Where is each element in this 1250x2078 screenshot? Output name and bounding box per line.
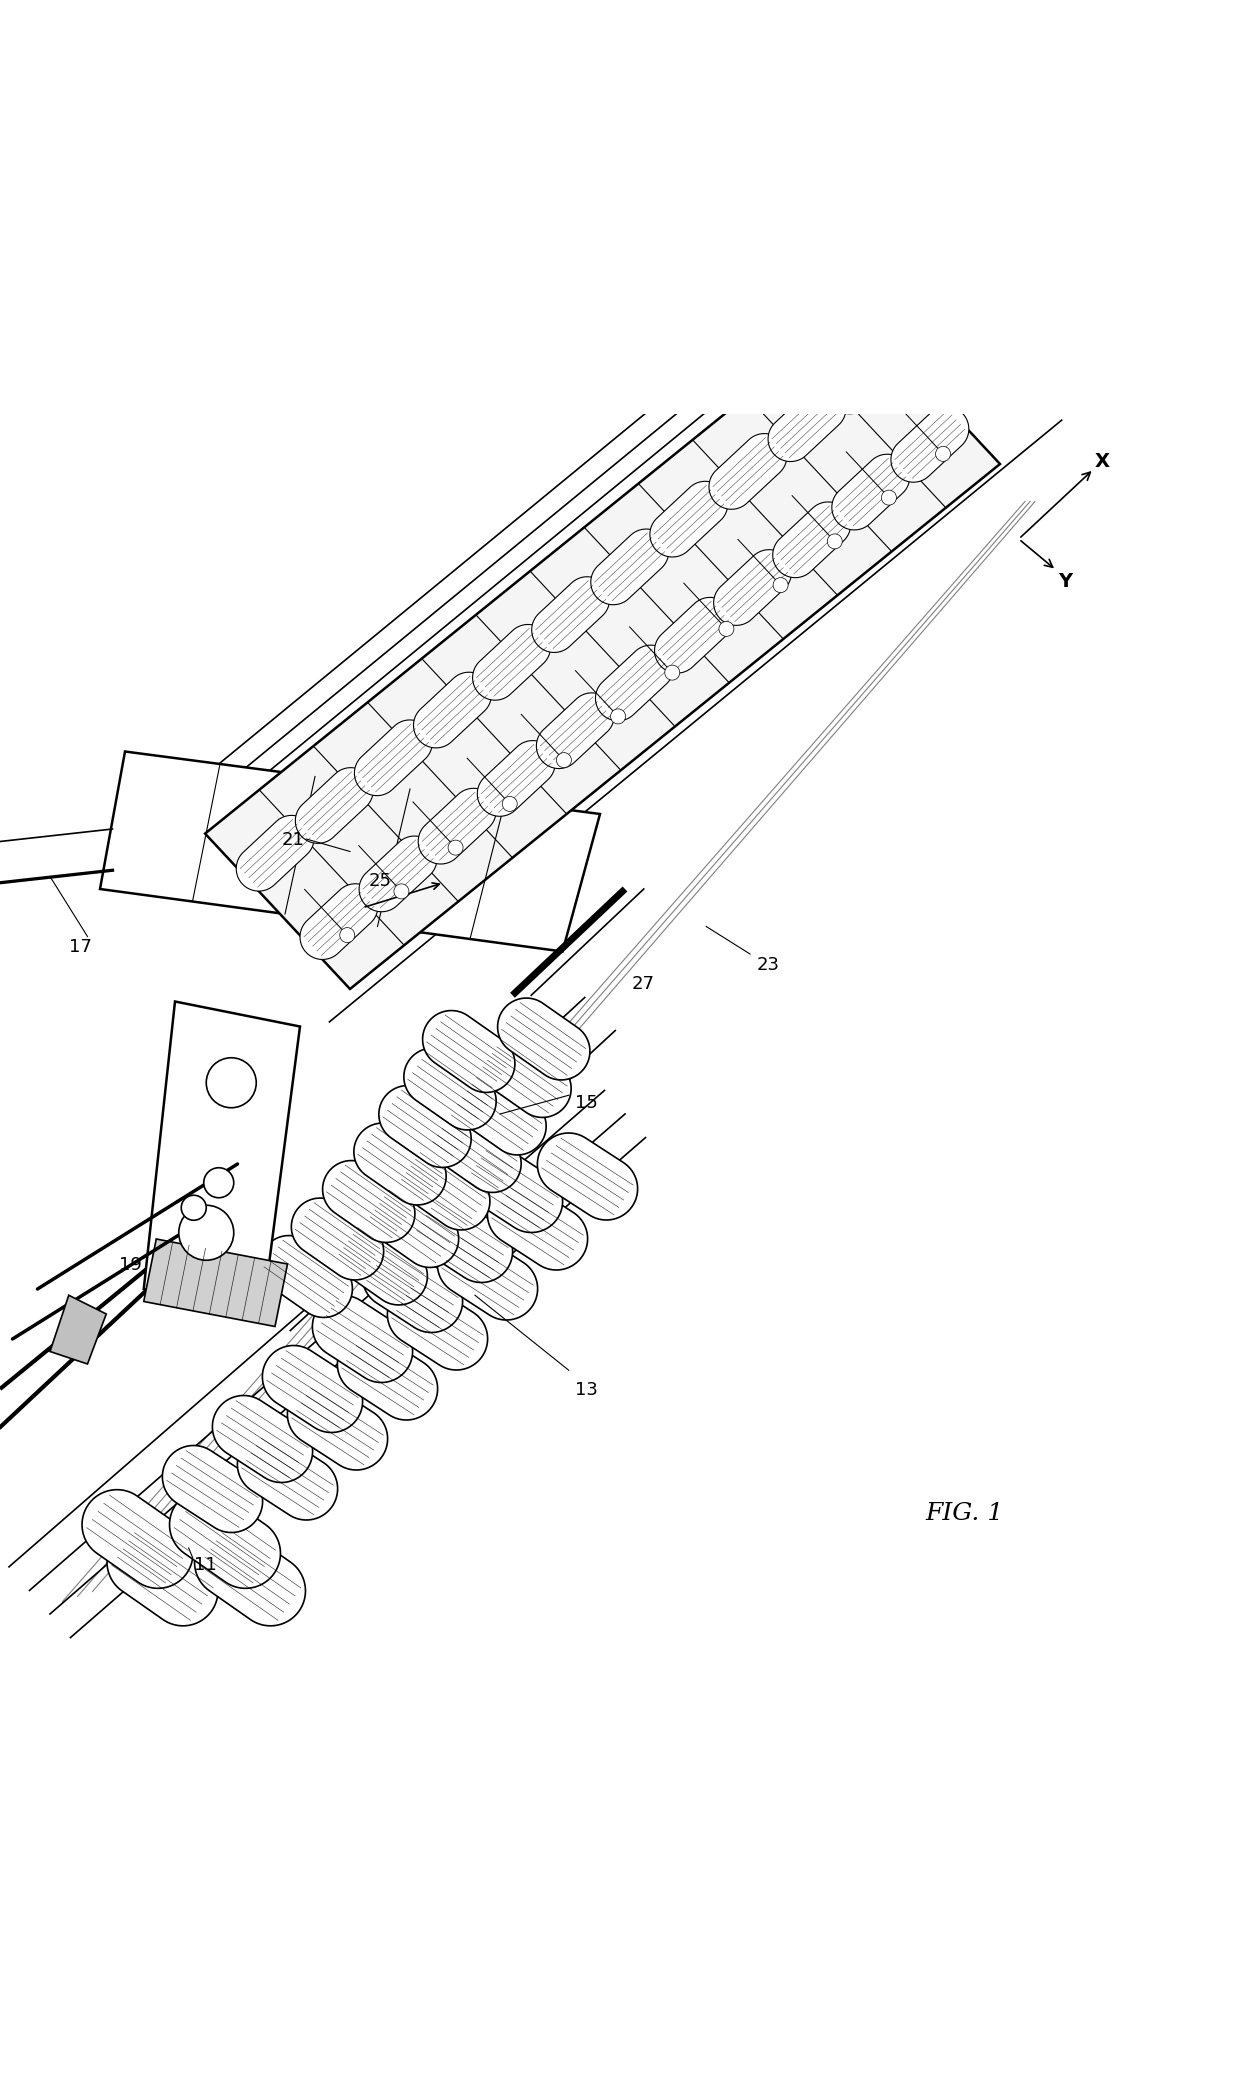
Polygon shape <box>295 767 374 844</box>
Polygon shape <box>236 815 314 891</box>
Polygon shape <box>462 1145 562 1232</box>
Text: 13: 13 <box>575 1382 598 1398</box>
Polygon shape <box>355 719 432 796</box>
Polygon shape <box>429 1110 521 1193</box>
Polygon shape <box>162 1446 262 1531</box>
Text: 11: 11 <box>194 1556 216 1575</box>
Polygon shape <box>338 1332 437 1419</box>
Polygon shape <box>144 1002 300 1313</box>
Circle shape <box>503 796 518 810</box>
Circle shape <box>179 1205 234 1259</box>
Text: 21: 21 <box>281 831 304 850</box>
Polygon shape <box>595 644 674 721</box>
Polygon shape <box>498 997 590 1081</box>
Polygon shape <box>170 1490 280 1588</box>
Text: FIG. 1: FIG. 1 <box>925 1502 1004 1525</box>
Polygon shape <box>262 1344 362 1432</box>
Polygon shape <box>438 1232 538 1320</box>
Circle shape <box>394 883 409 900</box>
Polygon shape <box>260 1236 352 1317</box>
Polygon shape <box>144 1238 288 1326</box>
Polygon shape <box>768 387 846 461</box>
Circle shape <box>935 447 950 461</box>
Polygon shape <box>82 1490 192 1588</box>
Polygon shape <box>472 625 550 700</box>
Polygon shape <box>238 1434 338 1519</box>
Polygon shape <box>107 1527 218 1625</box>
Polygon shape <box>454 1072 546 1155</box>
Polygon shape <box>488 1182 588 1270</box>
Polygon shape <box>359 835 438 912</box>
Text: 17: 17 <box>69 937 91 956</box>
Circle shape <box>881 490 896 505</box>
Polygon shape <box>366 1187 459 1268</box>
Text: 19: 19 <box>119 1257 141 1274</box>
Polygon shape <box>714 551 791 625</box>
Polygon shape <box>591 530 669 605</box>
Text: 23: 23 <box>756 956 779 975</box>
Polygon shape <box>419 788 496 864</box>
Polygon shape <box>412 1195 512 1282</box>
Polygon shape <box>205 310 1000 989</box>
Polygon shape <box>288 1384 388 1469</box>
Polygon shape <box>536 692 614 769</box>
Text: 15: 15 <box>575 1093 598 1112</box>
Circle shape <box>772 578 788 592</box>
Polygon shape <box>479 1035 571 1118</box>
Polygon shape <box>828 339 905 414</box>
Polygon shape <box>478 740 555 817</box>
Text: Y: Y <box>1058 571 1072 590</box>
Circle shape <box>206 1058 256 1108</box>
Polygon shape <box>300 883 378 960</box>
Circle shape <box>719 621 734 636</box>
Polygon shape <box>650 482 727 557</box>
Circle shape <box>556 752 571 767</box>
Text: X: X <box>1095 453 1110 472</box>
Polygon shape <box>362 1245 462 1332</box>
Polygon shape <box>422 1010 515 1093</box>
Polygon shape <box>213 1396 312 1482</box>
Polygon shape <box>709 434 788 509</box>
Polygon shape <box>50 1295 106 1363</box>
Polygon shape <box>772 503 851 578</box>
Polygon shape <box>891 407 969 482</box>
Polygon shape <box>404 1047 496 1130</box>
Polygon shape <box>388 1282 488 1369</box>
Polygon shape <box>379 1085 471 1168</box>
Polygon shape <box>414 671 491 748</box>
Polygon shape <box>354 1122 446 1205</box>
Circle shape <box>828 534 842 549</box>
Circle shape <box>204 1168 234 1197</box>
Polygon shape <box>100 752 600 952</box>
Polygon shape <box>531 578 610 652</box>
Polygon shape <box>312 1295 412 1382</box>
Circle shape <box>340 927 355 943</box>
Circle shape <box>610 709 625 723</box>
Text: 25: 25 <box>369 873 391 891</box>
Circle shape <box>448 840 462 856</box>
Polygon shape <box>291 1199 384 1280</box>
Circle shape <box>181 1195 206 1220</box>
Polygon shape <box>655 596 732 673</box>
Polygon shape <box>538 1133 638 1220</box>
Polygon shape <box>831 455 910 530</box>
Polygon shape <box>398 1147 490 1230</box>
Polygon shape <box>335 1224 428 1305</box>
Polygon shape <box>322 1162 415 1243</box>
Circle shape <box>665 665 680 680</box>
Polygon shape <box>195 1527 305 1625</box>
Text: 27: 27 <box>631 975 654 993</box>
